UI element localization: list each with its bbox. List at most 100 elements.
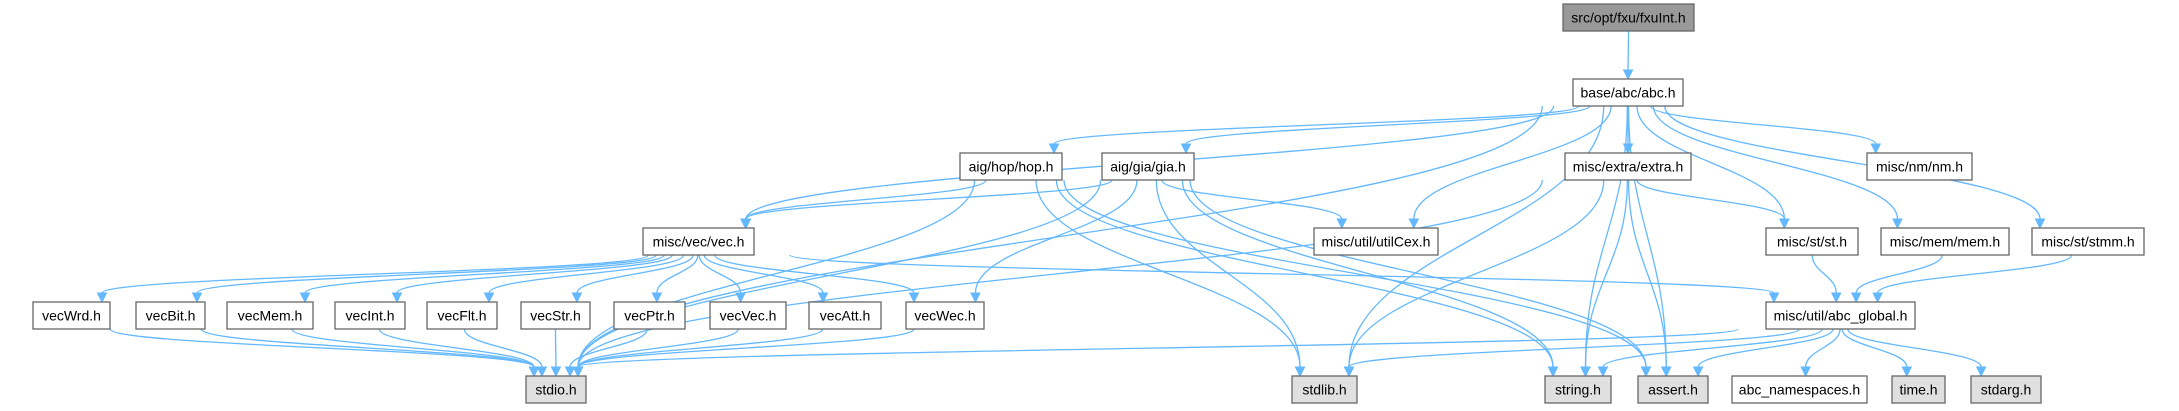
node-abc_global[interactable]: misc/util/abc_global.h <box>1765 301 1916 330</box>
arrowhead-icon <box>817 292 829 304</box>
node-box <box>525 375 587 404</box>
arrowhead-icon <box>1660 366 1672 378</box>
arrowhead-icon <box>391 292 403 304</box>
node-box <box>613 301 686 330</box>
node-box <box>1101 152 1195 181</box>
edge-abc_global-to-string <box>1597 328 1823 378</box>
edge-vec-to-vecMem <box>299 254 665 304</box>
node-box <box>1564 152 1692 181</box>
edge-gia-to-assert <box>1189 179 1652 378</box>
node-label: vecStr.h <box>530 308 581 324</box>
edge-abc-to-stmm <box>1664 105 2046 230</box>
edge-abc_global-to-abc_namespaces <box>1800 328 1841 378</box>
node-abc_namespaces[interactable]: abc_namespaces.h <box>1731 375 1868 404</box>
node-label: src/opt/fxu/fxuInt.h <box>1571 10 1685 26</box>
edge-abc_global-to-assert <box>1692 328 1834 378</box>
node-vecWec[interactable]: vecWec.h <box>905 301 985 330</box>
arrowhead-icon <box>96 292 108 304</box>
node-label: vecWec.h <box>914 308 975 324</box>
edge-extra-to-st <box>1636 179 1790 230</box>
node-extra[interactable]: misc/extra/extra.h <box>1564 152 1692 181</box>
arrowhead-icon <box>191 292 203 304</box>
node-mem[interactable]: misc/mem/mem.h <box>1880 227 2010 256</box>
node-vecStr[interactable]: vecStr.h <box>520 301 591 330</box>
edge-gia-to-stdlib <box>1155 179 1306 378</box>
node-vecInt[interactable]: vecInt.h <box>334 301 406 330</box>
node-box <box>1765 227 1859 256</box>
arrowhead-icon <box>564 366 576 378</box>
node-box <box>135 301 206 330</box>
arrowhead-icon <box>1901 366 1913 378</box>
arrowhead-icon <box>299 292 311 304</box>
node-vecVec[interactable]: vecVec.h <box>709 301 787 330</box>
node-vecPtr[interactable]: vecPtr.h <box>613 301 686 330</box>
edge-stmm-to-abc_global <box>1872 254 2073 304</box>
node-box <box>1313 227 1439 256</box>
node-vec[interactable]: misc/vec/vec.h <box>642 227 755 256</box>
arrowhead-icon <box>572 366 584 378</box>
node-box <box>642 227 755 256</box>
edges <box>96 30 2073 378</box>
arrowhead-icon <box>483 292 495 304</box>
node-label: base/abc/abc.h <box>1581 85 1676 101</box>
node-vecWrd[interactable]: vecWrd.h <box>32 301 111 330</box>
node-label: vecWrd.h <box>42 308 101 324</box>
arrowhead-icon <box>1870 143 1882 155</box>
node-fxuInt: src/opt/fxu/fxuInt.h <box>1562 3 1695 32</box>
edge-vec-to-abc_global <box>789 254 1780 304</box>
node-utilCex[interactable]: misc/util/utilCex.h <box>1313 227 1439 256</box>
node-vecFlt[interactable]: vecFlt.h <box>426 301 498 330</box>
node-label: stdio.h <box>535 382 576 398</box>
arrowhead-icon <box>970 292 981 304</box>
node-box <box>959 152 1063 181</box>
edge-vec-to-vecPtr <box>651 254 699 304</box>
node-stdarg: stdarg.h <box>1970 375 2042 404</box>
node-box <box>1562 3 1695 32</box>
node-label: time.h <box>1899 382 1937 398</box>
edge-vecPtr-to-stdio <box>564 328 648 378</box>
arrowhead-icon <box>740 218 752 230</box>
node-stdio: stdio.h <box>525 375 587 404</box>
edge-st-to-abc_global <box>1811 254 1842 304</box>
node-hop[interactable]: aig/hop/hop.h <box>959 152 1063 181</box>
arrowhead-icon <box>1892 218 1903 230</box>
edge-abc_global-to-time <box>1841 328 1913 378</box>
node-vecMem[interactable]: vecMem.h <box>226 301 314 330</box>
edge-abc-to-hop <box>1048 105 1580 155</box>
node-label: misc/vec/vec.h <box>653 234 745 250</box>
node-vecBit[interactable]: vecBit.h <box>135 301 206 330</box>
arrowhead-icon <box>651 292 663 304</box>
edge-vec-to-vecBit <box>191 254 657 304</box>
node-label: string.h <box>1555 382 1601 398</box>
node-label: vecAtt.h <box>820 308 871 324</box>
edge-vecFlt-to-stdio <box>463 328 548 378</box>
edge-abc_global-to-stdio <box>572 328 1739 378</box>
node-label: stdlib.h <box>1302 382 1346 398</box>
edge-gia-to-utilCex <box>1161 179 1348 230</box>
node-label: misc/util/utilCex.h <box>1322 234 1431 250</box>
arrowhead-icon <box>1975 366 1987 378</box>
node-stmm[interactable]: misc/st/stmm.h <box>2031 227 2145 256</box>
node-gia[interactable]: aig/gia/gia.h <box>1101 152 1195 181</box>
node-label: vecBit.h <box>146 308 196 324</box>
node-vecAtt[interactable]: vecAtt.h <box>808 301 882 330</box>
node-abc[interactable]: base/abc/abc.h <box>1572 78 1684 107</box>
edge-extra-to-assert <box>1627 179 1672 378</box>
edge-vec-to-vecStr <box>571 254 694 304</box>
arrowhead-icon <box>1547 366 1559 378</box>
node-box <box>808 301 882 330</box>
arrowhead-icon <box>1800 366 1811 378</box>
edge-gia-to-string <box>1181 179 1559 378</box>
node-label: vecVec.h <box>720 308 777 324</box>
edge-abc-to-mem <box>1652 105 1903 230</box>
arrowhead-icon <box>1640 366 1652 378</box>
node-string: string.h <box>1544 375 1612 404</box>
node-st[interactable]: misc/st/st.h <box>1765 227 1859 256</box>
node-box <box>905 301 985 330</box>
node-box <box>709 301 787 330</box>
arrowhead-icon <box>908 292 920 304</box>
node-nm[interactable]: misc/nm/nm.h <box>1866 152 1973 181</box>
edge-vec-to-vecWec <box>714 254 920 304</box>
arrowhead-icon <box>1597 366 1609 378</box>
